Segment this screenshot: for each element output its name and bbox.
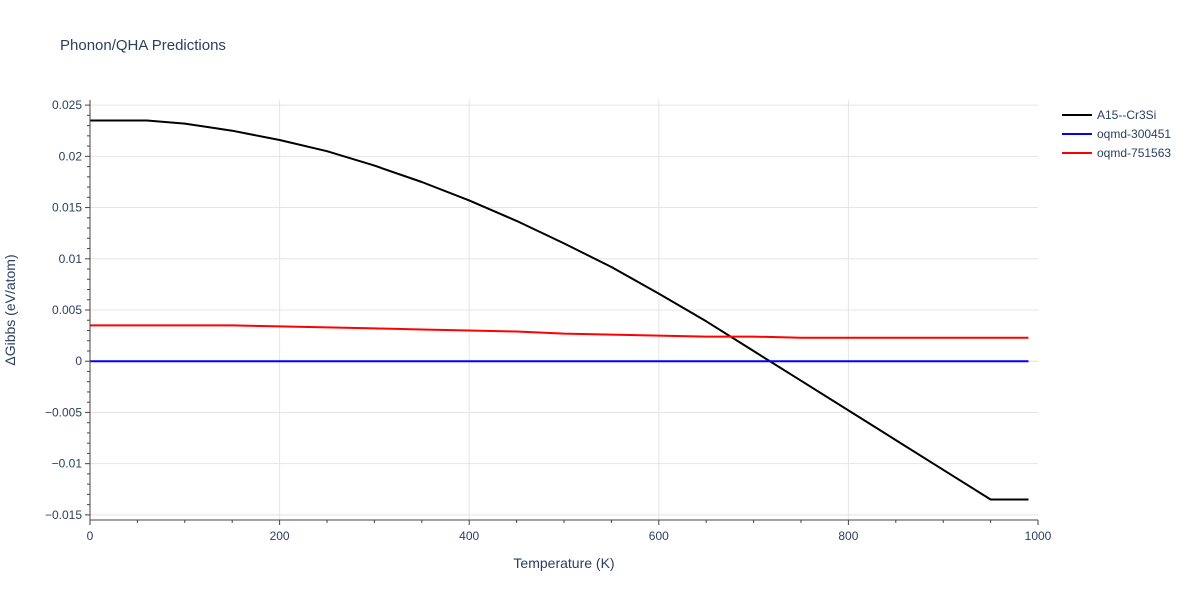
y-tick-label: −0.01 [52, 457, 83, 471]
x-tick-label: 200 [270, 529, 290, 543]
y-axis-title: ΔGibbs (eV/atom) [2, 254, 18, 365]
legend[interactable]: A15--Cr3Si oqmd-300451 oqmd-751563 [1062, 108, 1171, 160]
chart-title: Phonon/QHA Predictions [60, 37, 226, 54]
x-tick-label: 400 [459, 529, 479, 543]
series-line-oqmd-751563[interactable] [90, 324, 1029, 339]
x-tick-label: 0 [87, 529, 94, 543]
y-tick-label: 0.025 [52, 98, 82, 112]
y-tick-label: 0.015 [52, 201, 82, 215]
y-tick-label: 0 [75, 354, 82, 368]
y-tick-label: 0.02 [59, 149, 83, 163]
x-axis-title: Temperature (K) [513, 555, 614, 571]
y-tick-label: −0.005 [45, 405, 82, 419]
y-tick-label: −0.015 [45, 508, 82, 522]
series-line-A15--Cr3Si[interactable] [90, 119, 1029, 501]
y-tick-label: 0.01 [59, 252, 83, 266]
x-tick-label: 800 [838, 529, 858, 543]
axes: 0 200 400 600 800 1000 0.025 0.02 0.015 0.01 0.005… [45, 98, 1052, 543]
legend-label[interactable]: A15--Cr3Si [1097, 108, 1156, 122]
x-tick-label: 1000 [1025, 529, 1052, 543]
plot-area[interactable] [90, 119, 1029, 501]
x-tick-label: 600 [649, 529, 669, 543]
legend-label[interactable]: oqmd-300451 [1097, 127, 1171, 141]
y-tick-label: 0.005 [52, 303, 82, 317]
legend-label[interactable]: oqmd-751563 [1097, 146, 1171, 160]
